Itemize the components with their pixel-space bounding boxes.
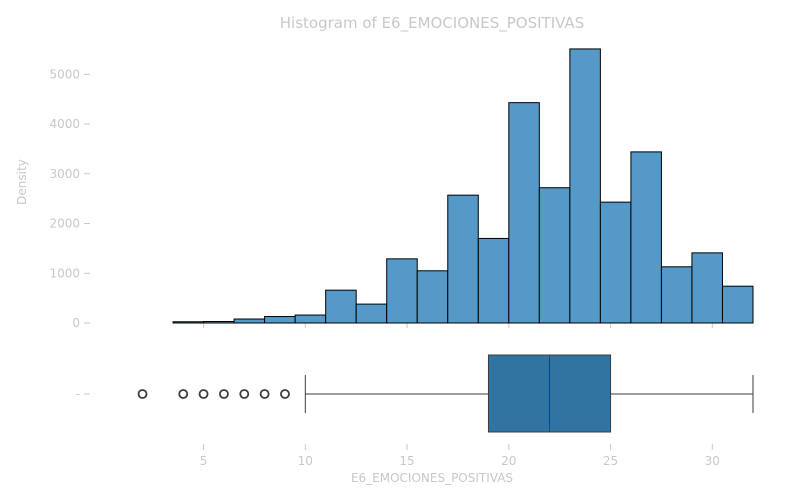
histogram-bar — [630, 151, 662, 324]
x-tick-label: 5 — [200, 454, 208, 468]
histogram-bar — [355, 303, 388, 324]
histogram-y-ticks: 0 1000 2000 3000 4000 5000 — [49, 67, 90, 330]
box-outlier — [198, 389, 209, 399]
histogram-bar — [599, 201, 632, 324]
y-tick-label: 5000 — [49, 67, 80, 81]
histogram-bar — [508, 102, 540, 324]
x-tick-label: 30 — [705, 454, 720, 468]
histogram-bar — [386, 258, 418, 324]
y-tick-label: 3000 — [49, 167, 80, 181]
box-y-tick: - — [76, 387, 90, 401]
histogram-bar — [569, 48, 601, 324]
box-y-tick-label: - — [76, 387, 80, 401]
histogram-bar — [538, 187, 571, 324]
y-axis-label: Density — [15, 159, 29, 205]
y-tick-label: 4000 — [49, 117, 80, 131]
y-tick-label: 2000 — [49, 217, 80, 231]
x-tick-label: 15 — [399, 454, 414, 468]
histogram-bar — [325, 289, 357, 324]
histogram-bar — [294, 314, 327, 324]
histogram-bar — [233, 318, 266, 324]
box-outlier — [239, 389, 250, 399]
histogram-x-tick-marks — [203, 323, 713, 328]
y-tick-label: 0 — [72, 316, 80, 330]
histogram-bars — [172, 48, 754, 324]
x-tick-label: 25 — [603, 454, 618, 468]
histogram-bar — [691, 252, 723, 324]
box-outlier — [137, 389, 148, 399]
histogram-bar — [477, 237, 510, 324]
box-outlier — [178, 389, 189, 399]
y-tick-label: 1000 — [49, 266, 80, 280]
histogram-bar — [447, 194, 479, 324]
box-plot — [137, 354, 754, 433]
x-tick-label: 20 — [501, 454, 516, 468]
histogram-bar — [660, 266, 693, 324]
histogram-bar — [264, 316, 296, 324]
box-x-ticks: 5 10 15 20 25 30 — [200, 444, 720, 468]
x-axis-label: E6_EMOCIONES_POSITIVAS — [351, 471, 513, 485]
histogram-bar — [721, 285, 754, 324]
x-tick-label: 10 — [298, 454, 313, 468]
box-outlier — [259, 389, 270, 399]
histogram-bar — [172, 321, 205, 324]
histogram-bar — [203, 321, 235, 324]
box-outlier — [219, 389, 229, 399]
box-outlier — [280, 389, 290, 399]
chart-title: Histogram of E6_EMOCIONES_POSITIVAS — [280, 14, 584, 33]
histogram-bar — [416, 270, 449, 324]
